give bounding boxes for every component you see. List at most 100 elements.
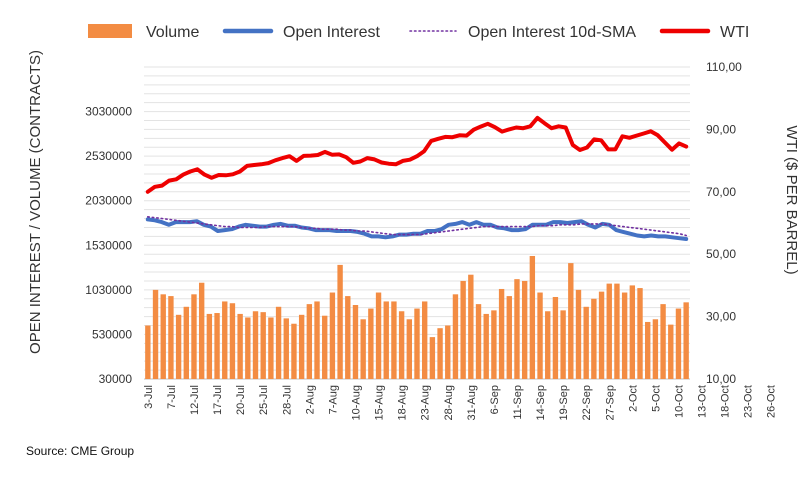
- y-tick-right: 50,00: [706, 247, 736, 261]
- y-axis-left-title: OPEN INTEREST / VOLUME (CONTRACTS): [27, 50, 44, 354]
- x-axis: 3-Jul 7-Jul 12-Jul 17-Jul 20-Jul 25-Jul 28-Jul…: [143, 385, 778, 420]
- volume-bar: [160, 294, 166, 379]
- volume-bar: [537, 292, 543, 379]
- volume-bar: [414, 308, 420, 379]
- volume-bar: [206, 313, 213, 379]
- volume-bar: [668, 324, 674, 379]
- y-tick-right: 30,00: [706, 310, 736, 324]
- x-tick-label: 18-Aug: [397, 385, 409, 420]
- volume-bar: [637, 288, 643, 379]
- x-tick-label: 22-Sep: [581, 385, 593, 420]
- volume-bar: [383, 301, 389, 379]
- series-line-wti: [145, 115, 689, 194]
- volume-bar: [322, 315, 328, 379]
- y-tick-left: 2530000: [85, 149, 132, 163]
- volume-bar: [583, 306, 589, 379]
- volume-bar: [491, 310, 497, 379]
- x-tick-label: 12-Jul: [189, 385, 201, 415]
- volume-bar: [375, 292, 382, 379]
- x-tick-label: 7-Jul: [166, 385, 178, 409]
- x-tick-label: 28-Jul: [281, 385, 293, 415]
- volume-bar: [260, 312, 266, 379]
- x-tick-label: 2-Aug: [304, 385, 316, 414]
- y-tick-right: 10,00: [706, 372, 736, 386]
- legend: Volume Open Interest Open Interest 10d-SMA…: [88, 24, 749, 41]
- x-tick-label: 20-Jul: [235, 385, 247, 415]
- x-tick-label: 10-Aug: [350, 385, 362, 420]
- volume-bar: [298, 314, 305, 379]
- y-tick-left: 1530000: [85, 238, 132, 252]
- y-axis-right-title: WTI ($ PER BARREL): [783, 125, 800, 274]
- volume-bar: [591, 298, 597, 379]
- x-tick-label: 15-Aug: [374, 385, 386, 420]
- volume-bar: [598, 291, 605, 379]
- volume-bar: [429, 337, 436, 379]
- x-tick-label: 18-Oct: [720, 385, 732, 418]
- volume-bar: [175, 314, 182, 379]
- volume-bar: [645, 321, 651, 379]
- volume-bar: [468, 274, 474, 379]
- y-axis-left: 30000 530000 1030000 1530000 2030000 2530000 3…: [85, 105, 132, 386]
- volume-bar: [345, 296, 351, 379]
- volume-bar: [214, 313, 220, 379]
- volume-bar: [245, 317, 251, 379]
- series-lines: [145, 115, 689, 241]
- volume-bar: [306, 304, 313, 379]
- source-note: Source: CME Group: [26, 444, 135, 458]
- volume-bar: [145, 325, 151, 379]
- x-tick-label: 2-Oct: [627, 385, 639, 412]
- volume-bar: [168, 296, 174, 379]
- x-tick-label: 23-Aug: [420, 385, 432, 420]
- x-tick-label: 23-Oct: [743, 385, 755, 418]
- x-tick-label: 13-Oct: [697, 385, 709, 418]
- x-tick-label: 11-Sep: [512, 385, 524, 420]
- volume-bar: [183, 306, 189, 379]
- y-tick-right: 70,00: [706, 185, 736, 199]
- volume-bar: [445, 325, 451, 379]
- volume-bar: [268, 317, 274, 379]
- volume-bar: [152, 289, 159, 379]
- legend-label: Volume: [146, 24, 199, 41]
- y-axis-right: 10,00 30,00 50,00 70,00 90,00 110,00: [706, 60, 742, 386]
- volume-bar: [252, 311, 259, 379]
- x-tick-label: 5-Oct: [650, 385, 662, 412]
- x-tick-label: 27-Sep: [604, 385, 616, 420]
- x-tick-label: 14-Sep: [535, 385, 547, 420]
- volume-bar: [198, 282, 205, 379]
- volume-bar: [314, 301, 320, 379]
- volume-bar: [352, 305, 359, 379]
- volume-bar: [560, 310, 566, 379]
- y-tick-left: 30000: [99, 372, 133, 386]
- volume-bar: [437, 328, 443, 379]
- volume-bar: [606, 283, 612, 379]
- series-line-open-interest-10d-sma: [147, 216, 688, 237]
- volume-bar: [552, 296, 559, 379]
- y-tick-left: 1030000: [85, 283, 132, 297]
- volume-bar: [675, 308, 682, 379]
- x-tick-label: 10-Oct: [673, 385, 685, 418]
- volume-bar: [460, 280, 466, 379]
- volume-bar: [229, 303, 236, 379]
- legend-label: Open Interest 10d-SMA: [468, 24, 636, 41]
- volume-bar: [391, 301, 397, 379]
- x-tick-label: 25-Jul: [258, 385, 270, 415]
- volume-bar: [521, 280, 528, 379]
- volume-bars: [145, 255, 689, 379]
- volume-bar: [222, 301, 228, 379]
- x-tick-label: 31-Aug: [466, 385, 478, 420]
- volume-bar: [575, 289, 582, 379]
- volume-bar: [329, 292, 336, 379]
- x-tick-label: 26-Oct: [766, 385, 778, 418]
- volume-bar: [629, 285, 636, 379]
- volume-bar: [660, 304, 666, 379]
- legend-label: Open Interest: [283, 24, 381, 41]
- y-tick-left: 530000: [92, 327, 132, 341]
- x-tick-label: 19-Sep: [558, 385, 570, 420]
- legend-swatch: [88, 24, 132, 38]
- volume-bar: [275, 306, 282, 379]
- volume-bar: [406, 319, 413, 379]
- volume-bar: [652, 319, 659, 379]
- volume-bar: [191, 294, 197, 379]
- volume-bar: [498, 288, 505, 379]
- volume-bar: [237, 313, 243, 379]
